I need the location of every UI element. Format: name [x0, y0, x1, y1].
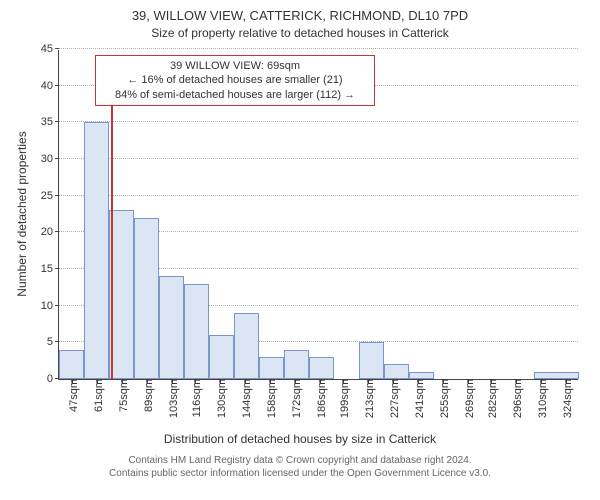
y-tick-label: 0 — [47, 373, 59, 385]
y-tick-label: 45 — [41, 43, 59, 55]
y-tick-label: 35 — [41, 116, 59, 128]
x-tick-label: 310sqm — [533, 379, 549, 418]
x-tick-label: 324sqm — [558, 379, 574, 418]
histogram-bar — [284, 350, 309, 379]
x-tick-label: 199sqm — [335, 379, 351, 418]
x-tick-label: 116sqm — [187, 379, 203, 417]
y-tick-label: 40 — [41, 80, 59, 92]
histogram-bar — [259, 357, 284, 379]
x-tick-label: 172sqm — [287, 379, 303, 418]
histogram-bar — [159, 276, 184, 379]
x-tick-label: 103sqm — [164, 379, 180, 418]
histogram-bar — [59, 350, 84, 379]
histogram-bar — [134, 218, 159, 379]
histogram-bar — [309, 357, 334, 379]
y-axis-label: Number of detached properties — [15, 124, 29, 304]
y-tick-label: 10 — [41, 300, 59, 312]
footer-attribution: Contains HM Land Registry data © Crown c… — [0, 454, 600, 480]
histogram-bar — [534, 372, 579, 379]
x-tick-label: 47sqm — [64, 379, 80, 412]
x-tick-label: 61sqm — [89, 379, 105, 412]
x-tick-label: 213sqm — [360, 379, 376, 418]
gridline — [59, 121, 578, 122]
gridline — [59, 158, 578, 159]
y-tick-label: 5 — [47, 336, 59, 348]
page-title-address: 39, WILLOW VIEW, CATTERICK, RICHMOND, DL… — [0, 8, 600, 23]
subject-marker-line — [111, 95, 113, 379]
histogram-bar — [234, 313, 259, 379]
histogram-bar — [384, 364, 409, 379]
histogram-bar — [184, 284, 209, 379]
y-tick-label: 15 — [41, 263, 59, 275]
x-tick-label: 296sqm — [508, 379, 524, 418]
x-tick-label: 186sqm — [312, 379, 328, 418]
gridline — [59, 195, 578, 196]
footer-line-1: Contains HM Land Registry data © Crown c… — [0, 454, 600, 467]
x-tick-label: 130sqm — [212, 379, 228, 418]
x-tick-label: 89sqm — [139, 379, 155, 412]
x-tick-label: 282sqm — [483, 379, 499, 418]
x-tick-label: 144sqm — [237, 379, 253, 418]
histogram-bar — [209, 335, 234, 379]
y-tick-label: 30 — [41, 153, 59, 165]
x-axis-label: Distribution of detached houses by size … — [0, 432, 600, 446]
annotation-line-3: 84% of semi-detached houses are larger (… — [102, 88, 368, 102]
x-tick-label: 158sqm — [262, 379, 278, 418]
y-tick-label: 20 — [41, 226, 59, 238]
histogram-bar — [409, 372, 434, 379]
histogram-bar — [359, 342, 384, 379]
x-tick-label: 75sqm — [114, 379, 130, 412]
footer-line-2: Contains public sector information licen… — [0, 467, 600, 480]
x-tick-label: 255sqm — [435, 379, 451, 418]
annotation-box: 39 WILLOW VIEW: 69sqm ← 16% of detached … — [95, 55, 375, 106]
y-tick-label: 25 — [41, 190, 59, 202]
gridline — [59, 48, 578, 49]
x-tick-label: 227sqm — [385, 379, 401, 418]
annotation-line-1: 39 WILLOW VIEW: 69sqm — [102, 59, 368, 73]
page-subtitle: Size of property relative to detached ho… — [0, 26, 600, 40]
annotation-line-2: ← 16% of detached houses are smaller (21… — [102, 73, 368, 87]
x-tick-label: 241sqm — [410, 379, 426, 418]
histogram-bar — [84, 122, 109, 379]
x-tick-label: 269sqm — [460, 379, 476, 418]
